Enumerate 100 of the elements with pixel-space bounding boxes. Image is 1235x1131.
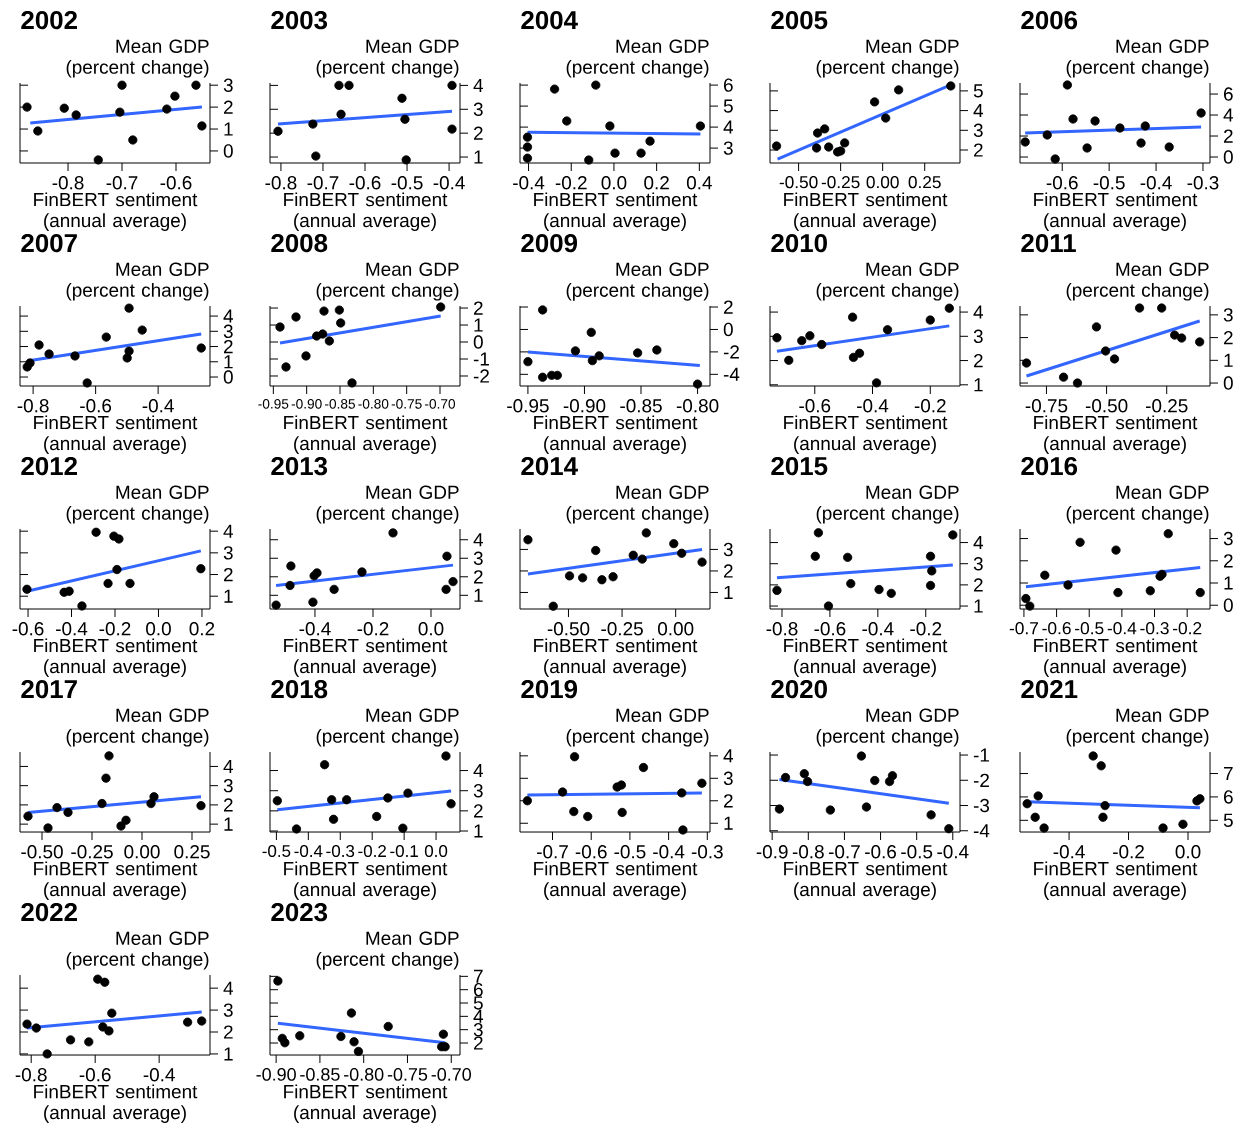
y-tick-label: 5 bbox=[1223, 813, 1233, 827]
y-tick-label: 2 bbox=[223, 798, 233, 812]
y-tick-label: 2 bbox=[1223, 129, 1233, 143]
y-tick-label: 7 bbox=[1224, 767, 1233, 781]
y-tick-label: 3 bbox=[1223, 531, 1233, 546]
y-tick-label: 2 bbox=[473, 570, 483, 584]
x-tick-label: -0.7 bbox=[537, 845, 568, 859]
y-tick-label: 4 bbox=[473, 533, 484, 547]
x-tick-label: -0.6 bbox=[80, 399, 112, 413]
y-tick-label: 2 bbox=[723, 300, 733, 314]
x-tick-label: -0.75 bbox=[1025, 399, 1068, 413]
y-axis-title: Mean GDP (percent change) bbox=[1066, 485, 1209, 524]
x-axis-title: FinBERT sentiment (annual average) bbox=[534, 192, 698, 231]
x-tick-label: -0.6 bbox=[575, 845, 607, 859]
x-tick-label: -0.4 bbox=[937, 845, 969, 859]
x-tick-label: 0.0 bbox=[418, 622, 444, 636]
y-tick-label: 6 bbox=[724, 78, 733, 92]
x-tick-label: -0.7 bbox=[307, 176, 339, 190]
x-axis-title: FinBERT sentiment (annual average) bbox=[534, 861, 698, 900]
y-tick-label: 3 bbox=[223, 324, 233, 338]
y-axis-title: Mean GDP (percent change) bbox=[566, 39, 709, 78]
y-axis-title: Mean GDP (percent change) bbox=[566, 262, 709, 301]
x-tick-label: -0.9 bbox=[756, 845, 788, 859]
x-tick-label: -0.70 bbox=[425, 399, 456, 409]
chart-title: 2014 bbox=[521, 456, 578, 476]
y-tick-label: 1 bbox=[974, 599, 983, 613]
y-tick-label: 1 bbox=[1224, 353, 1233, 367]
y-tick-label: 3 bbox=[223, 546, 233, 560]
x-axis-title: FinBERT sentiment (annual average) bbox=[34, 861, 198, 900]
x-axis-title: FinBERT sentiment (annual average) bbox=[284, 861, 448, 900]
x-axis-title: FinBERT sentiment (annual average) bbox=[284, 415, 448, 454]
y-tick-label: 0 bbox=[1223, 150, 1233, 164]
x-tick-label: -0.95 bbox=[507, 399, 549, 413]
y-tick-label: 3 bbox=[473, 784, 483, 798]
y-tick-label: 1 bbox=[974, 378, 983, 392]
x-tick-label: -0.3 bbox=[1187, 176, 1219, 190]
y-axis-title: Mean GDP (percent change) bbox=[1066, 262, 1209, 301]
chart-title: 2017 bbox=[21, 679, 77, 699]
y-tick-label: 3 bbox=[723, 141, 733, 155]
x-tick-label: -0.85 bbox=[620, 399, 662, 413]
x-tick-label: -0.95 bbox=[258, 399, 289, 409]
x-tick-label: -0.2 bbox=[1173, 622, 1202, 635]
y-tick-label: 4 bbox=[223, 759, 234, 773]
x-tick-label: -0.6 bbox=[1046, 176, 1078, 190]
x-tick-label: -0.4 bbox=[513, 176, 545, 190]
x-axis-title: FinBERT sentiment (annual average) bbox=[784, 638, 948, 677]
y-axis-title: Mean GDP (percent change) bbox=[316, 485, 459, 524]
chart-title: 2018 bbox=[271, 679, 328, 699]
x-tick-label: -0.5 bbox=[901, 845, 933, 859]
y-axis-title: Mean GDP (percent change) bbox=[566, 708, 709, 747]
x-tick-label: -0.85 bbox=[300, 1068, 340, 1081]
chart-title: 2020 bbox=[771, 679, 827, 699]
y-tick-label: 2 bbox=[473, 1036, 483, 1050]
chart-title: 2003 bbox=[271, 10, 328, 30]
chart-title: 2019 bbox=[521, 679, 578, 699]
x-tick-label: -0.4 bbox=[653, 845, 685, 859]
y-tick-label: 3 bbox=[973, 557, 983, 571]
x-axis-title: FinBERT sentiment (annual average) bbox=[1034, 415, 1198, 454]
x-tick-label: -0.4 bbox=[433, 176, 465, 190]
chart-title: 2006 bbox=[1021, 10, 1078, 30]
x-tick-label: -0.5 bbox=[391, 176, 423, 190]
x-tick-label: -0.25 bbox=[821, 176, 860, 189]
x-axis-title: FinBERT sentiment (annual average) bbox=[284, 192, 448, 231]
chart-title: 2022 bbox=[21, 902, 77, 922]
x-axis-title: FinBERT sentiment (annual average) bbox=[34, 638, 198, 677]
y-tick-label: -2 bbox=[473, 369, 489, 383]
y-tick-label: 2 bbox=[223, 339, 233, 354]
chart-title: 2008 bbox=[271, 233, 328, 253]
x-tick-label: -0.6 bbox=[349, 176, 381, 190]
y-tick-label: 0 bbox=[1223, 598, 1233, 612]
x-tick-label: -0.6 bbox=[160, 176, 192, 190]
y-tick-label: 2 bbox=[223, 567, 233, 582]
y-tick-label: 1 bbox=[1224, 576, 1233, 590]
x-tick-label: -0.2 bbox=[914, 399, 946, 413]
x-tick-label: -0.5 bbox=[1075, 622, 1104, 635]
x-tick-label: 0.25 bbox=[908, 176, 941, 189]
y-axis-title: Mean GDP (percent change) bbox=[816, 262, 959, 301]
x-tick-label: -0.25 bbox=[71, 845, 113, 859]
chart-title: 2005 bbox=[771, 10, 828, 30]
y-axis-title: Mean GDP (percent change) bbox=[316, 262, 459, 301]
x-tick-label: -0.3 bbox=[1140, 622, 1169, 635]
y-tick-label: 7 bbox=[474, 969, 483, 983]
y-tick-label: 4 bbox=[973, 536, 984, 550]
x-tick-label: -0.3 bbox=[691, 845, 723, 859]
x-axis-title: FinBERT sentiment (annual average) bbox=[784, 415, 948, 454]
x-tick-label: -0.4 bbox=[294, 845, 323, 858]
y-tick-label: 5 bbox=[473, 996, 483, 1010]
x-tick-label: -0.50 bbox=[547, 622, 590, 636]
y-tick-label: 3 bbox=[473, 102, 483, 116]
x-tick-label: 0.2 bbox=[189, 622, 215, 636]
y-tick-label: 2 bbox=[974, 578, 983, 592]
y-tick-label: 2 bbox=[223, 1025, 233, 1039]
x-tick-label: 0.0 bbox=[424, 845, 448, 858]
y-tick-label: 2 bbox=[223, 100, 233, 114]
y-tick-label: 6 bbox=[474, 982, 483, 997]
y-tick-label: 3 bbox=[473, 551, 483, 565]
y-axis-title: Mean GDP (percent change) bbox=[316, 931, 459, 970]
x-axis-title: FinBERT sentiment (annual average) bbox=[284, 1084, 448, 1123]
y-tick-label: 6 bbox=[1224, 790, 1233, 804]
y-tick-label: 2 bbox=[473, 126, 483, 140]
